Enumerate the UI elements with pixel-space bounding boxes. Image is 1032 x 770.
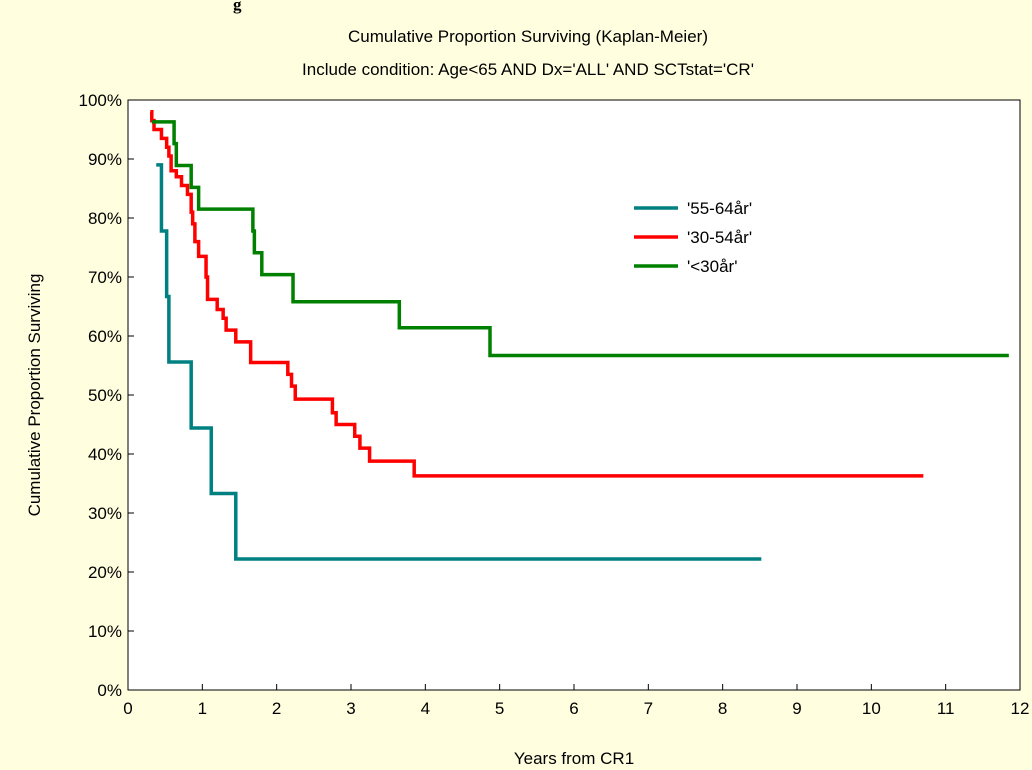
x-tick-label: 11 <box>937 699 955 718</box>
x-tick-label: 8 <box>718 699 727 718</box>
legend-items: '55-64år' '30-54år' '<30år' <box>634 199 752 276</box>
legend <box>608 184 796 274</box>
x-axis: 0 1 2 3 4 5 6 7 8 9 10 11 12 <box>123 684 1029 718</box>
series-line-2 <box>151 120 1009 358</box>
y-tick-label: 50% <box>88 386 122 405</box>
y-tick-label: 90% <box>88 150 122 169</box>
x-tick-label: 10 <box>862 699 881 718</box>
plot-area <box>127 99 1021 691</box>
legend-label-0: '55-64år' <box>687 199 752 218</box>
y-tick-label: 40% <box>88 445 122 464</box>
x-axis-label: Years from CR1 <box>514 749 634 768</box>
y-tick-label: 100% <box>79 91 122 110</box>
x-tick-label: 1 <box>198 699 207 718</box>
legend-label-1: '30-54år' <box>687 228 752 247</box>
x-tick-label: 7 <box>644 699 653 718</box>
x-tick-label: 5 <box>495 699 504 718</box>
chart-subtitle: Include condition: Age<65 AND Dx='ALL' A… <box>302 60 754 79</box>
y-tick-label: 20% <box>88 563 122 582</box>
series-group <box>150 110 1009 561</box>
x-tick-label: 4 <box>421 699 430 718</box>
y-tick-label: 60% <box>88 327 122 346</box>
x-tick-label: 0 <box>123 699 132 718</box>
x-tick-label: 6 <box>569 699 578 718</box>
x-tick-label: 3 <box>346 699 355 718</box>
x-tick-label: 2 <box>272 699 281 718</box>
legend-label-2: '<30år' <box>687 257 737 276</box>
y-tick-label: 10% <box>88 622 122 641</box>
x-tick-label: 9 <box>792 699 801 718</box>
chart-title: Cumulative Proportion Surviving (Kaplan-… <box>348 27 708 46</box>
y-axis: 0% 10% 20% 30% 40% 50% 60% 70% 80% 90% 100% <box>79 91 134 700</box>
x-tick-label: 12 <box>1011 699 1030 718</box>
cropped-header-fragment: g <box>233 0 242 14</box>
y-tick-label: 70% <box>88 268 122 287</box>
y-tick-label: 80% <box>88 209 122 228</box>
y-tick-label: 0% <box>97 681 122 700</box>
y-tick-label: 30% <box>88 504 122 523</box>
series-line-0 <box>156 163 762 561</box>
series-line-1 <box>150 110 924 478</box>
y-axis-label: Cumulative Proportion Surviving <box>25 274 44 517</box>
